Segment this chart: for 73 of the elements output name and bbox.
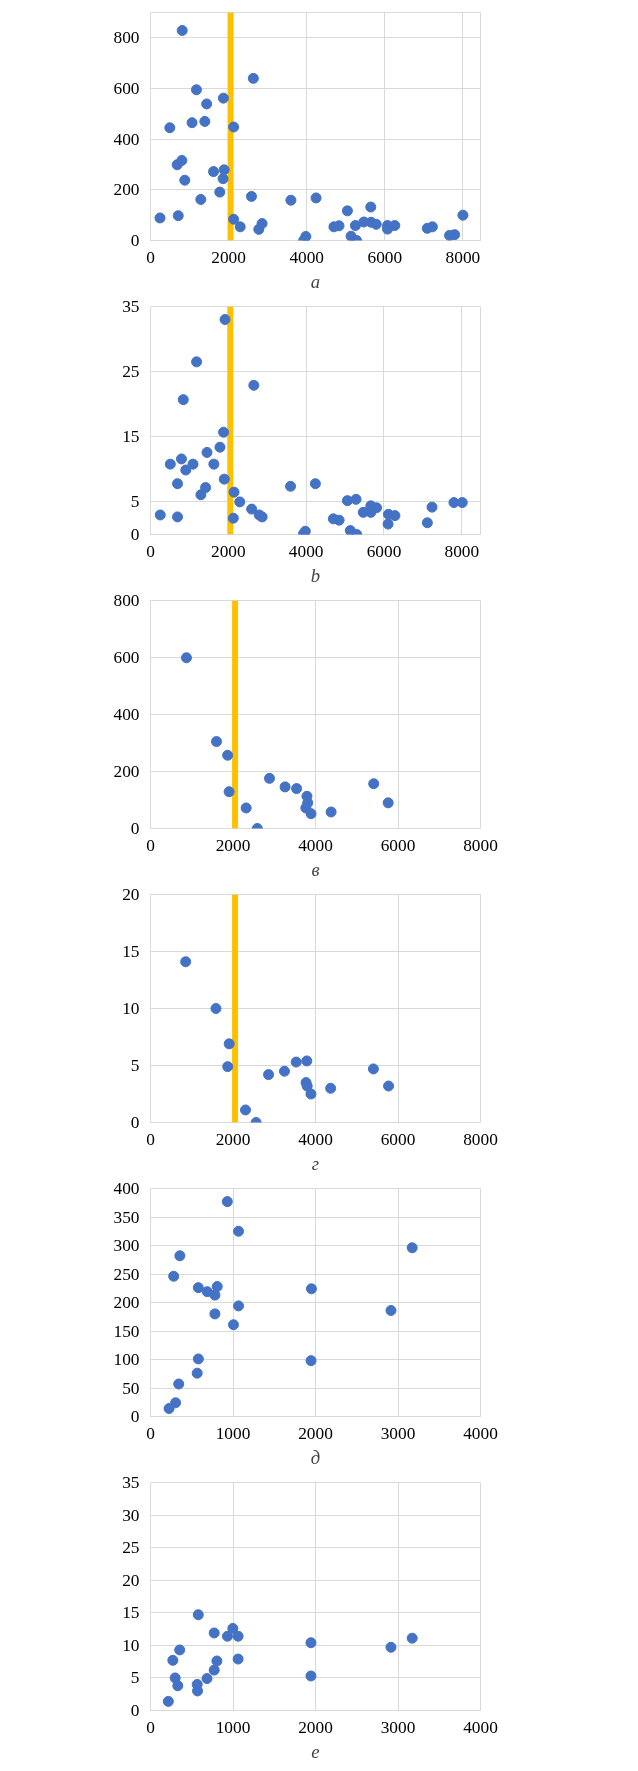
y-tick-label: 0: [130, 231, 140, 250]
x-tick-label: 6000: [380, 1129, 416, 1149]
y-tick-label: 25: [122, 1538, 140, 1558]
x-tick-label: 2000: [298, 1717, 333, 1737]
y-tick-label: 5: [130, 1668, 140, 1688]
x-tick-label: 0: [146, 541, 155, 561]
x-tick-label: 2000: [211, 541, 246, 561]
y-tick-label: 5: [130, 492, 140, 512]
y-tick-label: 400: [113, 1179, 140, 1198]
x-tick-label: 6000: [366, 541, 402, 561]
y-tick-label: 50: [122, 1378, 140, 1398]
x-axis-title: а: [310, 270, 321, 292]
x-tick-label: 8000: [445, 247, 481, 267]
y-tick-label: 20: [122, 885, 140, 904]
x-tick-label: 8000: [463, 1129, 498, 1149]
x-tick-label: 8000: [444, 541, 480, 561]
y-tick-label: 200: [113, 1293, 140, 1312]
y-tick-label: 35: [122, 297, 140, 316]
x-axis-title: д: [310, 1446, 321, 1468]
y-tick-label: 35: [122, 1473, 140, 1492]
y-tick-label: 200: [113, 180, 140, 200]
x-tick-label: 1000: [215, 1423, 251, 1443]
x-tick-label: 2000: [298, 1423, 333, 1443]
y-tick-label: 150: [113, 1321, 140, 1341]
x-tick-label: 8000: [463, 835, 498, 855]
y-tick-label: 600: [113, 648, 140, 667]
x-tick-label: 3000: [380, 1423, 416, 1443]
x-tick-label: 6000: [367, 247, 403, 267]
y-tick-label: 15: [122, 942, 140, 961]
x-axis-title: е: [311, 1740, 320, 1762]
x-tick-label: 4000: [298, 1129, 333, 1149]
x-tick-label: 0: [146, 1423, 155, 1443]
x-tick-label: 3000: [380, 1717, 416, 1737]
y-tick-label: 10: [122, 999, 140, 1018]
x-tick-label: 0: [146, 247, 155, 267]
y-tick-label: 100: [113, 1350, 140, 1369]
y-tick-label: 25: [122, 362, 140, 382]
y-tick-label: 800: [113, 591, 140, 610]
x-tick-label: 2000: [215, 835, 251, 855]
y-tick-label: 200: [113, 762, 140, 781]
y-tick-label: 10: [122, 1635, 140, 1655]
y-tick-label: 0: [130, 1113, 140, 1132]
y-tick-label: 15: [122, 427, 140, 447]
x-axis-title: в: [311, 858, 320, 880]
y-tick-label: 800: [113, 28, 140, 48]
y-tick-label: 5: [130, 1056, 140, 1075]
y-tick-label: 0: [130, 1701, 140, 1720]
y-tick-label: 600: [113, 79, 140, 98]
x-tick-label: 0: [146, 835, 155, 855]
x-tick-label: 0: [146, 1717, 155, 1737]
y-tick-label: 0: [130, 525, 140, 544]
y-tick-label: 400: [113, 705, 140, 724]
x-axis-title: b: [310, 564, 321, 586]
y-tick-label: 0: [130, 819, 140, 838]
x-tick-label: 6000: [380, 835, 416, 855]
x-tick-label: 4000: [298, 835, 333, 855]
y-tick-label: 0: [130, 1407, 140, 1426]
y-tick-label: 250: [113, 1264, 140, 1284]
x-tick-label: 4000: [463, 1423, 498, 1443]
y-tick-label: 20: [122, 1570, 140, 1590]
x-tick-label: 4000: [289, 247, 325, 267]
x-axis-title: г: [311, 1152, 320, 1174]
x-tick-label: 4000: [288, 541, 324, 561]
y-tick-label: 30: [122, 1505, 140, 1525]
x-tick-label: 4000: [463, 1717, 498, 1737]
x-tick-label: 0: [146, 1129, 155, 1149]
x-tick-label: 1000: [215, 1717, 251, 1737]
y-tick-label: 15: [122, 1603, 140, 1623]
x-tick-label: 2000: [215, 1129, 251, 1149]
x-tick-label: 2000: [211, 247, 246, 267]
y-tick-label: 400: [113, 129, 140, 149]
y-tick-label: 300: [113, 1236, 140, 1255]
y-tick-label: 350: [113, 1207, 140, 1227]
